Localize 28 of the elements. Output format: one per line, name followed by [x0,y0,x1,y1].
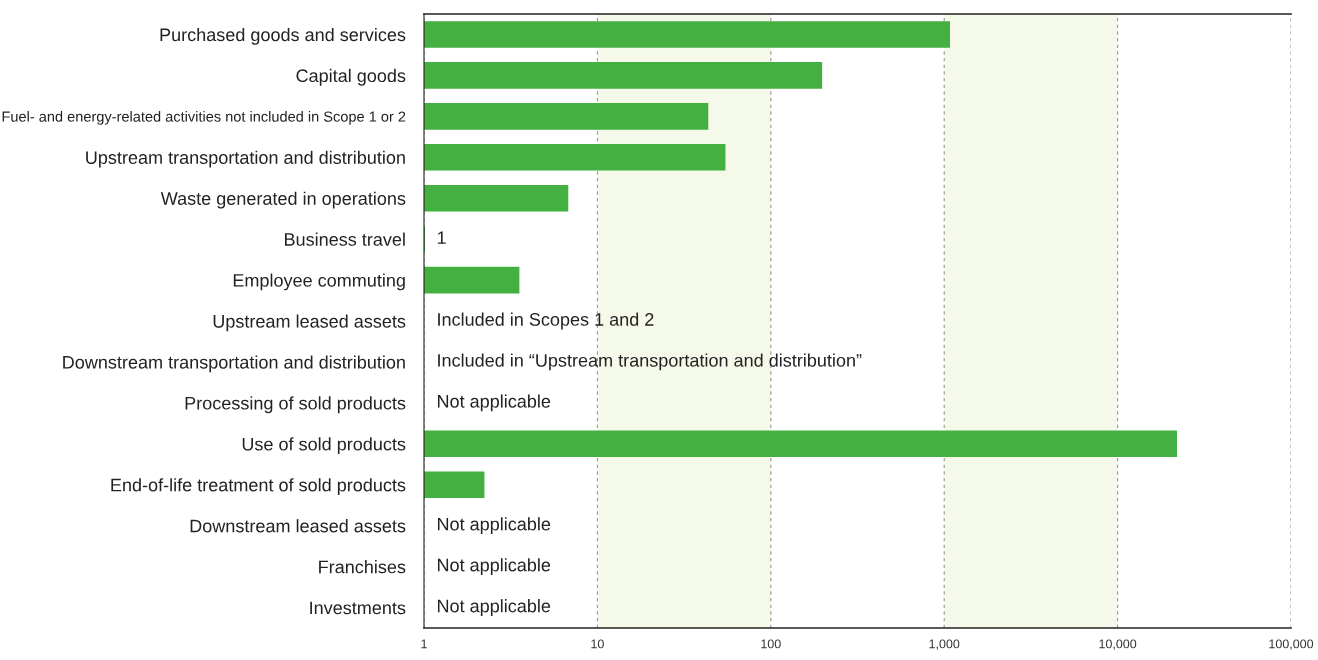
data-label: 1 [437,231,446,244]
text: Included in Scopes 1 and 2 [438,312,654,330]
x-tick-label: 10,000 [1099,639,1137,650]
x-tick-label: 100,000 [1269,639,1314,650]
y-tick-label: Waste generated in operations [160,191,406,209]
y-tick-label: Downstream transportation and distribution [63,355,405,373]
y-tick-label: End-of-life treatment of sold products [111,478,406,496]
y-tick-label: Upstream transportation and distribution [86,150,405,168]
x-tick-label: 1,000 [929,639,960,650]
text: Not applicable [437,517,551,535]
y-tick-label: Upstream leased assets [213,314,406,332]
y-tick-label: Employee commuting [233,273,405,291]
y-tick-label: Business travel [285,232,405,246]
text: Not applicable [437,394,551,412]
x-tick-label: 100 [761,639,781,649]
text: Not applicable [437,558,551,576]
x-tick-label: 1 [421,639,427,649]
y-tick-label: Downstream leased assets [190,519,406,533]
y-tick-label: Purchased goods and services [160,27,406,45]
text: Not applicable [437,599,551,616]
y-tick-label: Processing of sold products [185,396,406,414]
y-tick-label: Fuel- and energy-related activities not included in Scope 1 or 2 [2,111,406,125]
text: Included in “Upstream transportation and distribution” [438,353,862,371]
y-tick-label: Investments [310,601,406,615]
y-tick-label: Use of sold products [242,437,406,455]
x-tick-label: 10 [591,639,604,649]
y-tick-label: Capital goods [296,68,406,86]
y-tick-label: Franchises [319,560,406,574]
